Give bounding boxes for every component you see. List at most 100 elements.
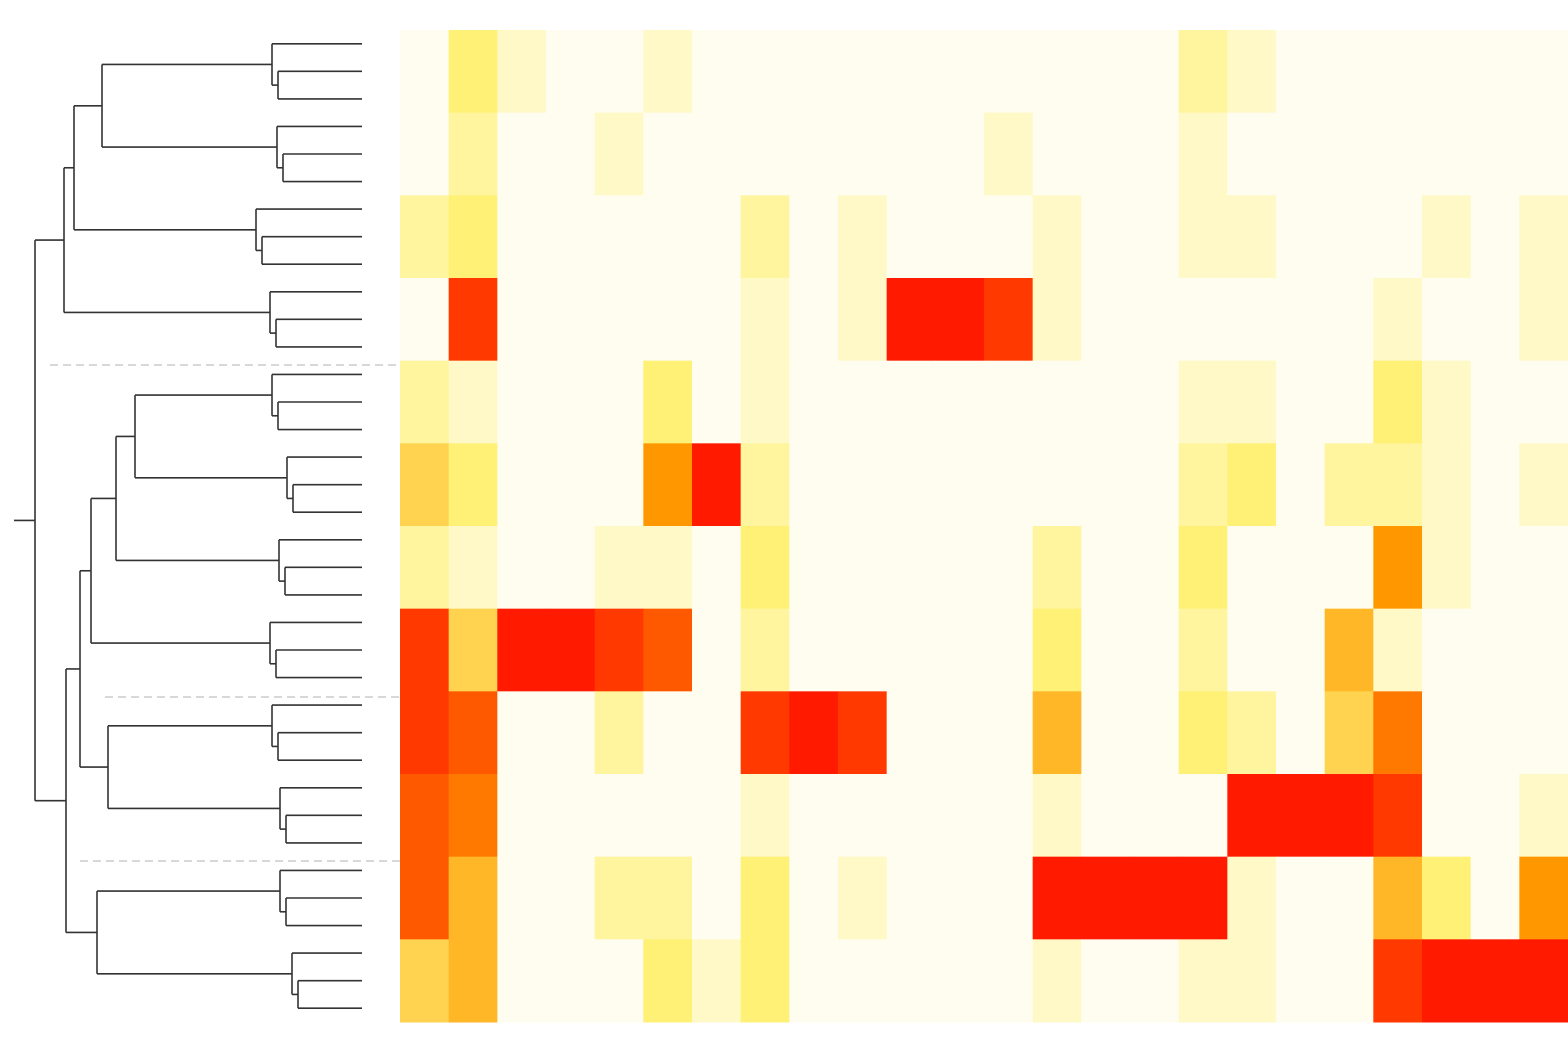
heat-cell [400,608,450,692]
heat-cell [1276,856,1326,940]
heat-cell [740,443,790,527]
heat-cell [1130,360,1180,444]
heat-cell [1178,774,1228,858]
heat-cell [984,112,1034,196]
heat-cell [1081,526,1131,610]
heat-cell [546,195,596,279]
heat-cell [1081,608,1131,692]
heat-cell [935,360,985,444]
heat-cell [448,195,498,279]
heat-cell [1470,774,1520,858]
heat-cell [400,30,450,114]
heat-cell [740,195,790,279]
heat-cell [448,443,498,527]
heat-cell [789,195,839,279]
heat-cell [448,526,498,610]
heat-cell [1227,112,1277,196]
heat-cell [546,30,596,114]
heat-cell [1519,195,1568,279]
heat-cell [740,360,790,444]
heat-cell [1470,195,1520,279]
heat-cell [497,278,547,362]
heat-cell [1373,278,1423,362]
heat-cell [643,526,693,610]
heat-cell [448,278,498,362]
heat-cell [497,939,547,1023]
heat-cell [1178,30,1228,114]
heat-cell [886,939,936,1023]
heat-cell [984,30,1034,114]
heat-cell [1470,939,1520,1023]
heat-cell [1227,939,1277,1023]
heat-cell [1032,856,1082,940]
heat-cell [1422,691,1472,775]
heat-cell [692,774,742,858]
heat-cell [594,195,644,279]
heat-cell [1227,30,1277,114]
heat-cell [692,526,742,610]
heat-cell [789,608,839,692]
heat-cell [1130,526,1180,610]
heat-cell [1422,443,1472,527]
heat-cell [740,856,790,940]
heat-cell [838,691,888,775]
heat-cell [789,939,839,1023]
heat-cell [1081,939,1131,1023]
heat-cell [1178,939,1228,1023]
heat-cell [1227,195,1277,279]
heat-cell [1178,526,1228,610]
heat-cell [594,774,644,858]
heat-cell [1130,278,1180,362]
heat-cell [1227,526,1277,610]
heat-cell [594,856,644,940]
heat-cell [1470,360,1520,444]
heat-cell [1081,195,1131,279]
heat-cell [984,691,1034,775]
heat-cell [984,939,1034,1023]
heat-cell [789,774,839,858]
heat-cell [886,360,936,444]
heat-cell [740,278,790,362]
heat-cell [594,691,644,775]
heat-cell [400,443,450,527]
heat-cell [1519,939,1568,1023]
heat-cell [886,526,936,610]
heat-cell [692,278,742,362]
heat-cell [546,608,596,692]
heat-cell [1227,774,1277,858]
heat-cell [1324,774,1374,858]
heat-cell [1422,30,1472,114]
heat-cell [935,691,985,775]
heat-cell [546,360,596,444]
heat-cell [935,526,985,610]
heat-cell [1422,195,1472,279]
heat-cell [643,939,693,1023]
heat-cell [1324,30,1374,114]
heat-cell [1178,691,1228,775]
heat-cell [546,112,596,196]
heat-cell [1324,939,1374,1023]
heat-cell [1032,526,1082,610]
heat-cell [886,195,936,279]
heat-cell [1422,526,1472,610]
heat-cell [1470,856,1520,940]
heat-cell [692,112,742,196]
heat-cell [1130,195,1180,279]
heat-cell [692,195,742,279]
heat-cell [692,443,742,527]
heat-cell [594,939,644,1023]
heat-cell [935,195,985,279]
heat-cell [497,443,547,527]
heat-cell [1324,856,1374,940]
heat-cell [789,278,839,362]
heat-cell [935,443,985,527]
heat-cell [984,443,1034,527]
heat-cell [692,360,742,444]
heat-cell [1470,691,1520,775]
heat-cell [1032,112,1082,196]
heat-cell [838,112,888,196]
heat-cell [497,195,547,279]
heat-cell [1324,608,1374,692]
heat-cell [789,526,839,610]
heat-cell [1130,939,1180,1023]
